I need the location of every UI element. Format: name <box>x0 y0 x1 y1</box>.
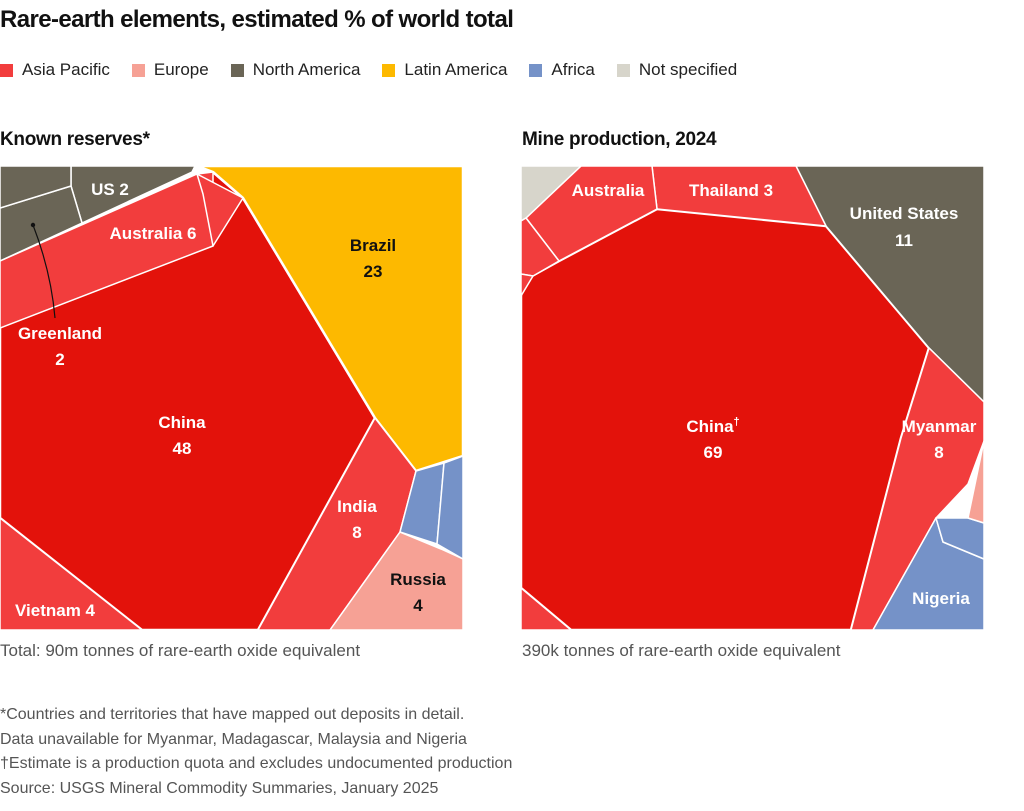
cell-polygon-other-asia-pacific-1 <box>521 217 560 277</box>
cell-label-nigeria: Nigeria <box>912 589 970 608</box>
cell-label-vietnam: Vietnam 4 <box>15 601 96 620</box>
footnote-china-quota: †Estimate is a production quota and excl… <box>0 755 513 772</box>
cell-label-brazil: Brazil <box>350 236 396 255</box>
production-voronoi-chart: China† 69 United States 11 Myanmar 8 Thailand … <box>521 166 986 630</box>
cell-label-china: China <box>158 413 206 432</box>
legend-item-not-specified: Not specified <box>616 60 738 80</box>
legend-item-europe: Europe <box>131 60 209 80</box>
cell-polygon-africa-b <box>436 455 464 560</box>
legend-swatch <box>230 63 244 77</box>
cell-other-europe <box>967 440 985 524</box>
cell-label-greenland: Greenland <box>18 324 102 343</box>
cell-polygon-other-asia-pacific <box>196 173 244 247</box>
cell-other-asia-pacific-2 <box>521 273 534 297</box>
legend-swatch <box>0 63 13 77</box>
reserves-subtitle: Known reserves* <box>0 129 150 150</box>
legend-label: Europe <box>153 60 209 79</box>
cell-africa-b <box>436 455 464 560</box>
cell-other-asia-pacific-1 <box>521 217 560 277</box>
footnote-reserves-definition: *Countries and territories that have map… <box>0 706 465 723</box>
legend-item-asia-pacific: Asia Pacific <box>0 60 110 80</box>
legend-label: Latin America <box>404 60 508 79</box>
legend: Asia Pacific Europe North America Latin … <box>0 60 759 80</box>
cell-polygon-other-north-america <box>0 166 72 209</box>
dagger-mark: † <box>734 416 740 428</box>
cell-label-myanmar: Myanmar <box>902 417 977 436</box>
cell-value-greenland: 2 <box>55 350 64 369</box>
cell-value-india: 8 <box>352 523 361 542</box>
cell-label-russia: Russia <box>390 570 446 589</box>
legend-item-latin-america: Latin America <box>382 60 507 80</box>
leader-line-greenland <box>32 224 56 319</box>
legend-swatch <box>616 63 630 77</box>
footnotes: *Countries and territories that have map… <box>0 703 512 801</box>
cell-value-myanmar: 8 <box>934 443 943 462</box>
production-subtitle: Mine production, 2024 <box>522 129 717 150</box>
cell-label-australia: Australia <box>572 181 645 200</box>
cell-label-thailand: Thailand 3 <box>689 181 773 200</box>
legend-label: Not specified <box>638 60 738 79</box>
production-total-note: 390k tonnes of rare-earth oxide equivale… <box>522 641 841 660</box>
cell-label-us: US 2 <box>91 180 129 199</box>
chart-title: Rare-earth elements, estimated % of worl… <box>0 6 514 33</box>
legend-item-africa: Africa <box>529 60 595 80</box>
cell-russia <box>329 531 464 630</box>
cell-label-united-states: United States <box>850 204 959 223</box>
cell-value-russia: 4 <box>413 596 423 615</box>
cell-polygon-vietnam <box>0 517 143 630</box>
cell-polygon-other-asia-pacific-3 <box>521 587 572 630</box>
leader-dot-greenland <box>30 222 36 228</box>
cell-value-china: 48 <box>173 439 192 458</box>
legend-swatch <box>529 63 543 77</box>
cell-other-asia-pacific <box>196 173 244 247</box>
cell-other-north-america <box>0 166 72 209</box>
cell-vietnam <box>0 517 143 630</box>
legend-swatch <box>382 63 396 77</box>
legend-label: Africa <box>551 60 595 79</box>
reserves-voronoi-chart: China 48 Brazil 23 India 8 Australia 6 Russia 4 V… <box>0 166 465 630</box>
footnote-data-unavailable: Data unavailable for Myanmar, Madagascar… <box>0 730 467 748</box>
reserves-total-note: Total: 90m tonnes of rare-earth oxide eq… <box>0 641 361 660</box>
footnote-source: Source: USGS Mineral Commodity Summaries… <box>0 779 439 797</box>
cell-value-united-states: 11 <box>895 231 913 250</box>
cell-polygon-other-asia-pacific-2 <box>521 273 534 297</box>
cell-polygon-russia <box>329 531 464 630</box>
legend-label: North America <box>252 60 361 79</box>
legend-item-north-america: North America <box>230 60 361 80</box>
cell-value-brazil: 23 <box>364 262 383 281</box>
cell-label-australia: Australia 6 <box>110 224 197 243</box>
cell-label-china: China† <box>686 416 739 436</box>
legend-label: Asia Pacific <box>22 60 110 79</box>
legend-swatch <box>131 63 145 77</box>
cell-other-asia-pacific-3 <box>521 587 572 630</box>
cell-value-china: 69 <box>704 443 723 462</box>
cell-polygon-other-europe <box>967 440 985 524</box>
cell-label-india: India <box>337 497 377 516</box>
